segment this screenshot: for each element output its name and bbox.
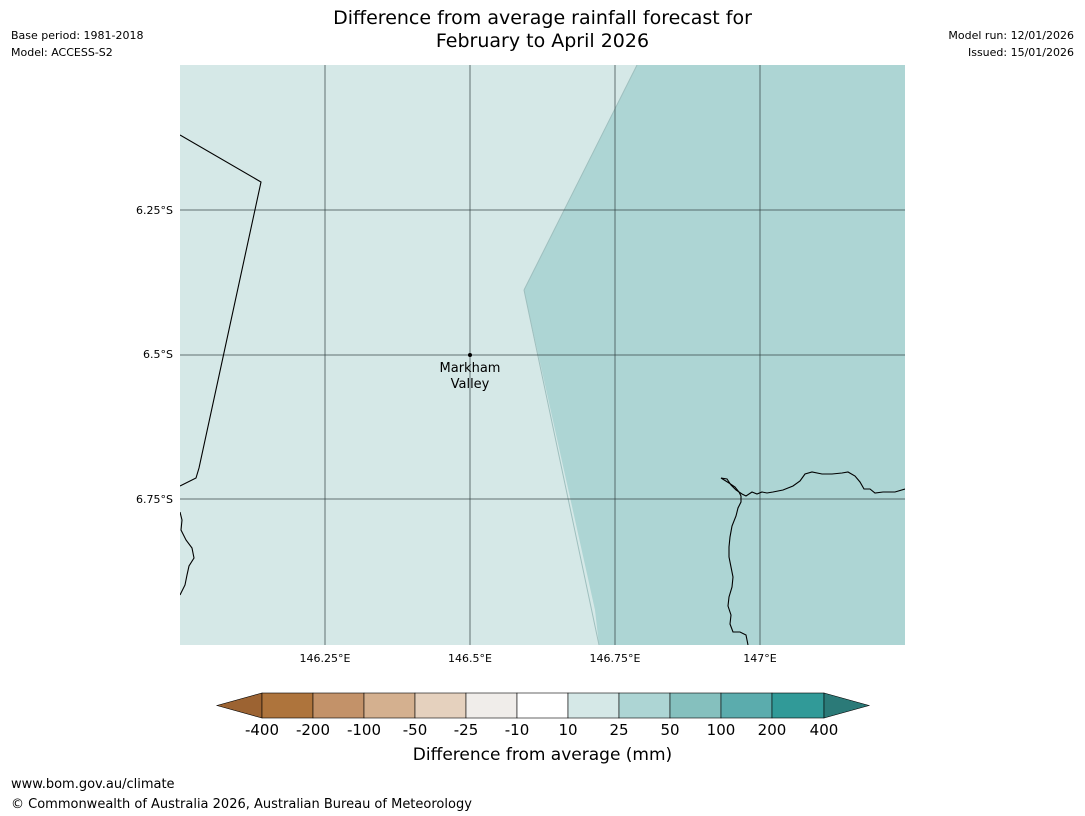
colorbar-extend-high bbox=[823, 692, 871, 719]
model-text: Model: ACCESS-S2 bbox=[11, 46, 113, 59]
colorbar-segment bbox=[567, 692, 620, 719]
region-boundary-line bbox=[523, 65, 638, 291]
colorbar-segment bbox=[414, 692, 467, 719]
colorbar-tick: -200 bbox=[296, 721, 330, 739]
colorbar-segment bbox=[669, 692, 722, 719]
lat-label: 6.75°S bbox=[136, 493, 173, 506]
colorbar-segment bbox=[363, 692, 416, 719]
colorbar-tick: -10 bbox=[505, 721, 530, 739]
lon-label: 147°E bbox=[743, 652, 776, 665]
colorbar-tick: 400 bbox=[810, 721, 839, 739]
issued-text: Issued: 15/01/2026 bbox=[967, 46, 1074, 59]
colorbar-label: Difference from average (mm) bbox=[412, 745, 673, 765]
colorbar-segment bbox=[771, 692, 825, 719]
colorbar-tick: 10 bbox=[558, 721, 577, 739]
longitude-labels: 146.25°E 146.5°E 146.75°E 147°E bbox=[300, 652, 777, 665]
province-border bbox=[180, 134, 262, 487]
colorbar-tick-labels: -400 -200 -100 -50 -25 -10 10 25 50 100 … bbox=[245, 721, 838, 739]
river-line bbox=[720, 477, 749, 645]
map-title: Difference from average rainfall forecas… bbox=[0, 7, 1085, 53]
latitude-labels: 6.25°S 6.5°S 6.75°S bbox=[136, 204, 173, 506]
colorbar-tick: 100 bbox=[707, 721, 736, 739]
base-period-text: Base period: 1981-2018 bbox=[11, 29, 144, 42]
footer-url: www.bom.gov.au/climate bbox=[11, 777, 175, 792]
colorbar-segment bbox=[720, 692, 773, 719]
lat-label: 6.5°S bbox=[143, 348, 173, 361]
coastline-west bbox=[180, 511, 195, 596]
colorbar-tick: -25 bbox=[454, 721, 479, 739]
colorbar-tick: 50 bbox=[660, 721, 679, 739]
colorbar-segment bbox=[465, 692, 518, 719]
title-line-1: Difference from average rainfall forecas… bbox=[333, 7, 752, 29]
footer: www.bom.gov.au/climate © Commonwealth of… bbox=[11, 775, 472, 815]
colorbar-segment bbox=[261, 692, 314, 719]
place-label-line-2: Valley bbox=[451, 377, 490, 392]
footer-copyright: © Commonwealth of Australia 2026, Austra… bbox=[11, 797, 472, 812]
colorbar-extend-low bbox=[215, 692, 263, 719]
colorbar-segment bbox=[312, 692, 365, 719]
colorbar bbox=[215, 692, 871, 719]
colorbar-segment bbox=[618, 692, 671, 719]
forecast-meta-left: Base period: 1981-2018 Model: ACCESS-S2 bbox=[11, 27, 143, 61]
colorbar-tick: -100 bbox=[347, 721, 381, 739]
forecast-meta-right: Model run: 12/01/2026 Issued: 15/01/2026 bbox=[948, 27, 1074, 61]
colorbar-tick: -400 bbox=[245, 721, 279, 739]
colorbar-tick: 25 bbox=[609, 721, 628, 739]
colorbar-tick: 200 bbox=[758, 721, 787, 739]
title-line-2: February to April 2026 bbox=[435, 30, 650, 52]
lon-label: 146.5°E bbox=[448, 652, 492, 665]
borders-and-coastline bbox=[180, 134, 905, 645]
region-boundary-line bbox=[523, 289, 600, 645]
lon-label: 146.25°E bbox=[300, 652, 351, 665]
model-run-text: Model run: 12/01/2026 bbox=[948, 29, 1074, 42]
coastline-east bbox=[720, 471, 905, 497]
colorbar-segment bbox=[516, 692, 569, 719]
lon-label: 146.75°E bbox=[590, 652, 641, 665]
lat-label: 6.25°S bbox=[136, 204, 173, 217]
location-marker-icon bbox=[468, 353, 472, 357]
place-label-line-1: Markham bbox=[440, 361, 501, 376]
colorbar-tick: -50 bbox=[403, 721, 428, 739]
